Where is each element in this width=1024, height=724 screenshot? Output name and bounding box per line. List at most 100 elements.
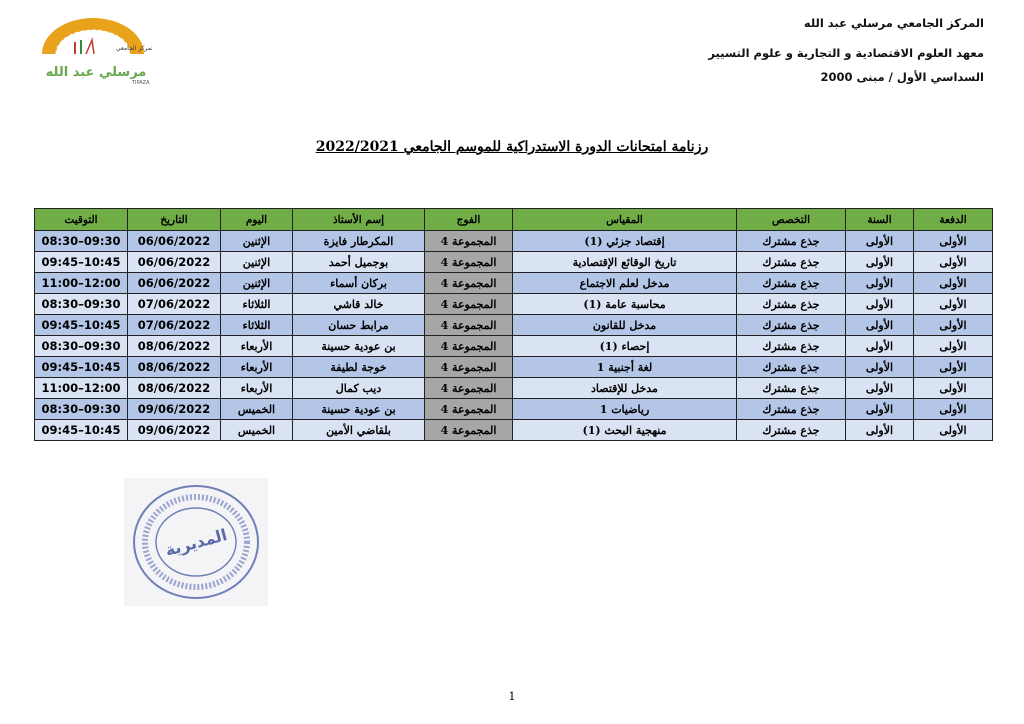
cell-year: الأولى (845, 314, 914, 336)
cell-day: الثلاثاء (220, 314, 293, 336)
column-header-teacher: إسم الأستاذ (292, 208, 425, 231)
cell-date: 06/06/2022 (127, 230, 221, 252)
cell-specialty: جذع مشترك (736, 230, 846, 252)
cell-module: لغة أجنبية 1 (512, 356, 737, 378)
cell-specialty: جذع مشترك (736, 419, 846, 441)
cell-group: المجموعة 4 (424, 314, 513, 336)
cell-batch: الأولى (913, 272, 993, 294)
cell-year: الأولى (845, 398, 914, 420)
column-header-year: السنة (845, 208, 914, 231)
official-stamp: المديرية (124, 478, 268, 606)
cell-day: الإثنين (220, 251, 293, 273)
column-header-group: الفوج (424, 208, 513, 231)
cell-group: المجموعة 4 (424, 230, 513, 252)
semester-building: السداسي الأول / مبنى 2000 (820, 70, 985, 84)
cell-specialty: جذع مشترك (736, 293, 846, 315)
cell-teacher: ديب كمال (292, 377, 425, 399)
cell-module: إقتصاد جزئي (1) (512, 230, 737, 252)
cell-module: رياضيات 1 (512, 398, 737, 420)
cell-specialty: جذع مشترك (736, 377, 846, 399)
cell-year: الأولى (845, 272, 914, 294)
cell-specialty: جذع مشترك (736, 272, 846, 294)
cell-year: الأولى (845, 230, 914, 252)
column-header-date: التاريخ (127, 208, 221, 231)
cell-time: 10:45–09:45 (34, 314, 128, 336)
cell-time: 10:45–09:45 (34, 356, 128, 378)
table-row: الأولى الأولى جذع مشترك محاسبة عامة (1) المج… (34, 293, 993, 315)
cell-day: الأربعاء (220, 377, 293, 399)
cell-time: 10:45–09:45 (34, 251, 128, 273)
cell-time: 09:30–08:30 (34, 398, 128, 420)
table-row: الأولى الأولى جذع مشترك لغة أجنبية 1 المجموع… (34, 356, 993, 378)
table-row: الأولى الأولى جذع مشترك منهجية البحث (1) الم… (34, 419, 993, 441)
cell-year: الأولى (845, 251, 914, 273)
cell-date: 09/06/2022 (127, 398, 221, 420)
svg-text:TIPAZA: TIPAZA (131, 80, 150, 86)
cell-time: 10:45–09:45 (34, 419, 128, 441)
cell-day: الإثنين (220, 230, 293, 252)
cell-specialty: جذع مشترك (736, 356, 846, 378)
institution-name: المركز الجامعي مرسلي عبد الله (803, 16, 984, 30)
cell-time: 09:30–08:30 (34, 293, 128, 315)
cell-batch: الأولى (913, 398, 993, 420)
cell-batch: الأولى (913, 314, 993, 336)
table-row: الأولى الأولى جذع مشترك تاريخ الوقائع الإقت… (34, 251, 993, 273)
cell-module: منهجية البحث (1) (512, 419, 737, 441)
cell-group: المجموعة 4 (424, 272, 513, 294)
table-row: الأولى الأولى جذع مشترك إقتصاد جزئي (1) المج… (34, 230, 993, 252)
page-number: 1 (508, 690, 516, 703)
cell-module: مدخل للإقتصاد (512, 377, 737, 399)
cell-group: المجموعة 4 (424, 293, 513, 315)
cell-day: الخميس (220, 398, 293, 420)
column-header-specialty: التخصص (736, 208, 846, 231)
cell-teacher: مرابط حسان (292, 314, 425, 336)
cell-module: إحصاء (1) (512, 335, 737, 357)
cell-batch: الأولى (913, 251, 993, 273)
cell-teacher: بوجميل أحمد (292, 251, 425, 273)
cell-day: الخميس (220, 419, 293, 441)
cell-year: الأولى (845, 356, 914, 378)
cell-teacher: بن عودية حسينة (292, 335, 425, 357)
cell-day: الأربعاء (220, 356, 293, 378)
cell-group: المجموعة 4 (424, 251, 513, 273)
university-logo: المركز الجامعي مرسلي عبد الله TIPAZA (42, 18, 152, 86)
cell-module: تاريخ الوقائع الإقتصادية (512, 251, 737, 273)
cell-specialty: جذع مشترك (736, 251, 846, 273)
cell-specialty: جذع مشترك (736, 335, 846, 357)
cell-batch: الأولى (913, 230, 993, 252)
cell-time: 09:30–08:30 (34, 335, 128, 357)
cell-date: 07/06/2022 (127, 293, 221, 315)
cell-teacher: خالد قاشي (292, 293, 425, 315)
cell-specialty: جذع مشترك (736, 398, 846, 420)
svg-text:مرسلي عبد الله: مرسلي عبد الله (46, 65, 147, 80)
cell-teacher: بركان أسماء (292, 272, 425, 294)
table-row: الأولى الأولى جذع مشترك مدخل لعلم الاجتماع ا… (34, 272, 993, 294)
cell-time: 12:00–11:00 (34, 272, 128, 294)
cell-module: مدخل لعلم الاجتماع (512, 272, 737, 294)
cell-date: 08/06/2022 (127, 335, 221, 357)
cell-date: 08/06/2022 (127, 377, 221, 399)
cell-group: المجموعة 4 (424, 377, 513, 399)
cell-year: الأولى (845, 377, 914, 399)
page-title: رزنامة امتحانات الدورة الاستدراكية للموس… (315, 139, 709, 155)
column-header-day: اليوم (220, 208, 293, 231)
cell-day: الأربعاء (220, 335, 293, 357)
cell-group: المجموعة 4 (424, 398, 513, 420)
column-header-batch: الدفعة (913, 208, 993, 231)
cell-batch: الأولى (913, 293, 993, 315)
cell-batch: الأولى (913, 377, 993, 399)
cell-time: 09:30–08:30 (34, 230, 128, 252)
institute-name: معهد العلوم الاقتصادية و التجارية و علوم… (708, 46, 984, 60)
cell-date: 06/06/2022 (127, 251, 221, 273)
cell-year: الأولى (845, 335, 914, 357)
cell-teacher: بن عودية حسينة (292, 398, 425, 420)
cell-date: 09/06/2022 (127, 419, 221, 441)
cell-module: محاسبة عامة (1) (512, 293, 737, 315)
cell-year: الأولى (845, 419, 914, 441)
cell-date: 07/06/2022 (127, 314, 221, 336)
column-header-time: التوقيت (34, 208, 128, 231)
exam-schedule-table: الدفعة السنة التخصص المقياس الفوج إسم الأستاذ… (34, 208, 993, 441)
cell-date: 06/06/2022 (127, 272, 221, 294)
cell-date: 08/06/2022 (127, 356, 221, 378)
